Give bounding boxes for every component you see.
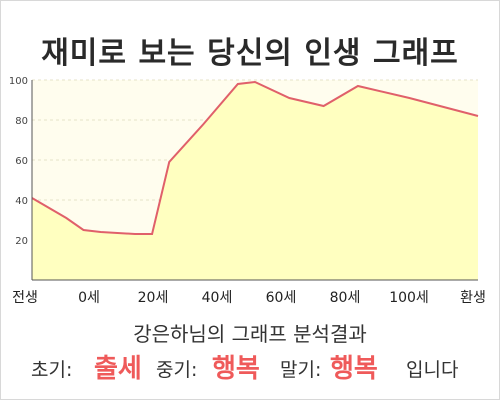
closing-text: 입니다 — [406, 359, 459, 381]
y-tick-label: 20 — [15, 236, 28, 247]
x-tick-label: 60세 — [266, 290, 297, 306]
series-line — [31, 80, 479, 235]
y-tick-label: 40 — [15, 196, 28, 207]
x-tick-label: 80세 — [330, 290, 361, 306]
late-period-value: 행복 — [330, 354, 378, 384]
x-tick-label: 환생 — [460, 290, 486, 306]
late-period-label: 말기: — [280, 359, 322, 381]
y-tick-label: 80 — [15, 116, 28, 127]
x-tick-label: 20세 — [138, 290, 169, 306]
area-fill — [32, 82, 478, 280]
life-graph-chart: 20 40 60 80 100 전생 0세 20세 40세 60세 80세 100세 환생 — [9, 76, 486, 306]
mid-period-label: 중기: — [156, 359, 198, 381]
y-tick-label: 100 — [9, 76, 28, 87]
x-tick-label: 40세 — [202, 290, 233, 306]
x-tick-label: 0세 — [78, 290, 100, 306]
x-tick-label: 100세 — [389, 290, 429, 306]
early-period-label: 초기: — [31, 359, 73, 381]
page-title: 재미로 보는 당신의 인생 그래프 — [41, 36, 459, 71]
early-period-value: 출세 — [94, 354, 142, 384]
mid-period-value: 행복 — [212, 354, 260, 384]
analysis-subtitle: 강은하님의 그래프 분석결과 — [133, 322, 367, 346]
y-tick-label: 60 — [15, 156, 28, 167]
x-tick-label: 전생 — [12, 290, 38, 306]
analysis-result-row: 초기: 출세 중기: 행복 말기: 행복 입니다 — [0, 345, 500, 385]
